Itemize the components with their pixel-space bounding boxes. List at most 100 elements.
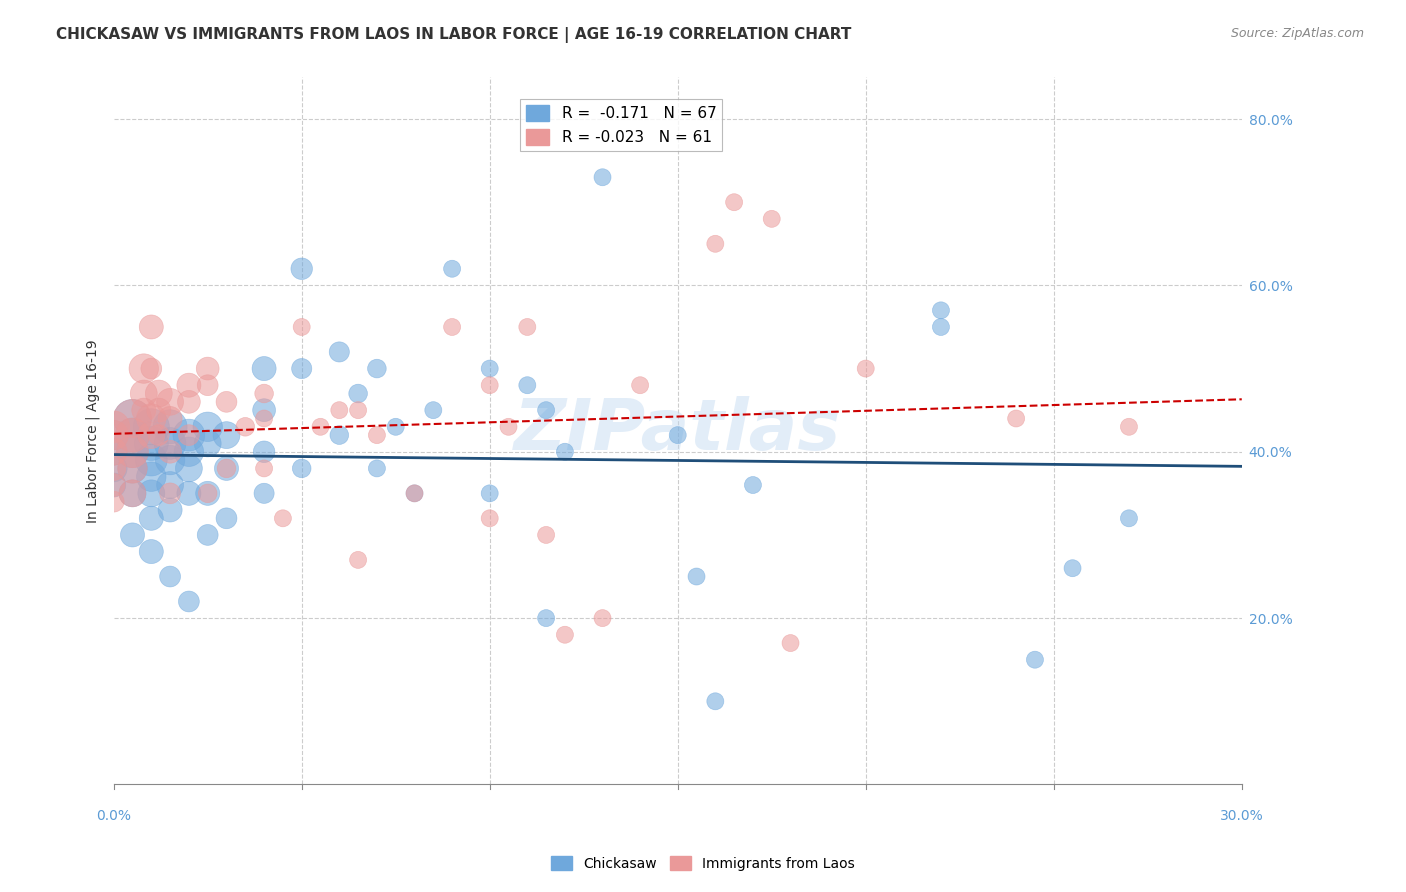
Text: CHICKASAW VS IMMIGRANTS FROM LAOS IN LABOR FORCE | AGE 16-19 CORRELATION CHART: CHICKASAW VS IMMIGRANTS FROM LAOS IN LAB… xyxy=(56,27,852,43)
Point xyxy=(534,528,557,542)
Point xyxy=(291,361,314,376)
Point xyxy=(253,486,276,500)
Point xyxy=(103,461,125,475)
Point xyxy=(554,444,576,458)
Point xyxy=(328,403,350,417)
Point xyxy=(366,428,388,442)
Point xyxy=(159,436,181,450)
Point xyxy=(141,486,163,500)
Text: ZIPatlas: ZIPatlas xyxy=(515,396,841,466)
Point xyxy=(159,411,181,425)
Point xyxy=(132,361,155,376)
Point xyxy=(253,361,276,376)
Point xyxy=(197,361,219,376)
Point xyxy=(159,395,181,409)
Point xyxy=(177,594,200,608)
Point xyxy=(141,436,163,450)
Point xyxy=(103,494,125,508)
Point xyxy=(159,453,181,467)
Point xyxy=(253,461,276,475)
Point xyxy=(177,486,200,500)
Point xyxy=(534,611,557,625)
Point xyxy=(855,361,877,376)
Point xyxy=(159,478,181,492)
Point xyxy=(498,419,520,434)
Point xyxy=(723,195,745,210)
Point xyxy=(215,511,238,525)
Point xyxy=(121,428,143,442)
Point xyxy=(704,694,727,708)
Point xyxy=(177,428,200,442)
Point xyxy=(478,378,501,392)
Point xyxy=(197,528,219,542)
Point xyxy=(103,419,125,434)
Point xyxy=(366,361,388,376)
Point xyxy=(761,211,783,226)
Point xyxy=(159,569,181,583)
Point xyxy=(347,386,370,401)
Point xyxy=(592,611,614,625)
Point xyxy=(121,486,143,500)
Point xyxy=(215,461,238,475)
Point xyxy=(121,444,143,458)
Point xyxy=(404,486,426,500)
Point xyxy=(141,511,163,525)
Point xyxy=(1005,411,1028,425)
Point xyxy=(347,403,370,417)
Point xyxy=(103,428,125,442)
Point xyxy=(291,461,314,475)
Point xyxy=(1062,561,1084,575)
Point xyxy=(121,461,143,475)
Point xyxy=(141,453,163,467)
Point xyxy=(177,461,200,475)
Text: Source: ZipAtlas.com: Source: ZipAtlas.com xyxy=(1230,27,1364,40)
Point xyxy=(215,461,238,475)
Point xyxy=(121,528,143,542)
Point xyxy=(1024,653,1046,667)
Point xyxy=(478,361,501,376)
Point xyxy=(159,444,181,458)
Point xyxy=(291,320,314,334)
Point xyxy=(121,411,143,425)
Point xyxy=(253,411,276,425)
Point xyxy=(328,345,350,359)
Point xyxy=(141,361,163,376)
Point xyxy=(103,478,125,492)
Point xyxy=(148,386,170,401)
Point xyxy=(404,486,426,500)
Point xyxy=(197,486,219,500)
Point xyxy=(478,511,501,525)
Point xyxy=(121,444,143,458)
Point xyxy=(197,419,219,434)
Point xyxy=(103,461,125,475)
Point xyxy=(253,403,276,417)
Point xyxy=(592,170,614,185)
Point xyxy=(141,411,163,425)
Point xyxy=(779,636,801,650)
Text: 0.0%: 0.0% xyxy=(96,809,131,823)
Point xyxy=(103,444,125,458)
Point xyxy=(628,378,651,392)
Point xyxy=(215,428,238,442)
Point xyxy=(121,461,143,475)
Point xyxy=(253,386,276,401)
Point xyxy=(132,403,155,417)
Point xyxy=(347,553,370,567)
Legend: Chickasaw, Immigrants from Laos: Chickasaw, Immigrants from Laos xyxy=(546,850,860,876)
Text: 30.0%: 30.0% xyxy=(1220,809,1264,823)
Point xyxy=(121,428,143,442)
Point xyxy=(554,628,576,642)
Point xyxy=(141,469,163,483)
Point xyxy=(159,419,181,434)
Point xyxy=(141,320,163,334)
Point xyxy=(685,569,707,583)
Point xyxy=(441,320,464,334)
Point xyxy=(197,486,219,500)
Point xyxy=(1118,419,1140,434)
Point xyxy=(271,511,294,525)
Point xyxy=(177,428,200,442)
Point xyxy=(197,436,219,450)
Point xyxy=(253,444,276,458)
Point xyxy=(159,503,181,517)
Point xyxy=(177,378,200,392)
